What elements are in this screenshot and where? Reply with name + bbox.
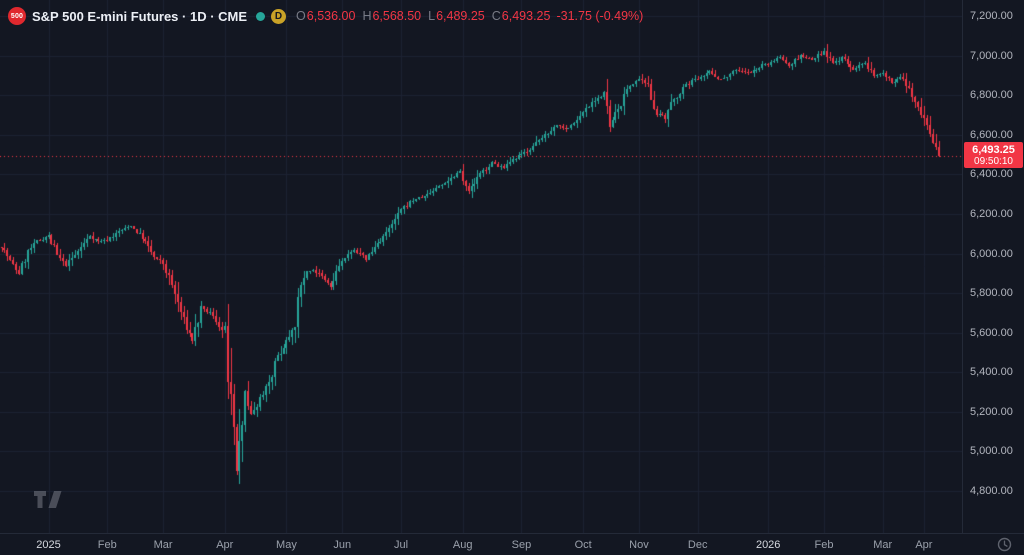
price-tick-label: 5,200.00	[970, 405, 1013, 418]
price-tick-label: 6,600.00	[970, 128, 1013, 141]
ohlc-item-value: 6,536.00	[306, 9, 356, 23]
ohlc-item-value: 6,489.25	[436, 9, 485, 23]
price-tick-label: 6,200.00	[970, 207, 1013, 220]
price-tick-label: 5,800.00	[970, 287, 1013, 300]
ohlc-item-label: L	[428, 9, 436, 23]
price-tick-label: 5,400.00	[970, 366, 1013, 379]
price-tick-label: 5,600.00	[970, 326, 1013, 339]
time-label: Apr	[216, 539, 234, 551]
ohlc-item-label: C	[491, 9, 501, 23]
sp500-logo-label: 500	[10, 12, 24, 20]
price-tick-label: 4,800.00	[970, 485, 1013, 498]
time-label: Dec	[687, 539, 708, 551]
change-value: -31.75 (-0.49%)	[556, 9, 644, 23]
ohlc-item: C 6,493.25	[492, 9, 551, 23]
price-tick-label: 6,000.00	[970, 247, 1013, 260]
ohlc-item-value: 6,493.25	[501, 9, 551, 23]
ohlc-item: O 6,536.00	[296, 9, 355, 23]
time-label: Sep	[511, 539, 532, 551]
clock-icon[interactable]	[997, 537, 1012, 555]
time-label: Mar	[873, 539, 893, 551]
sp500-logo-icon: 500	[8, 7, 26, 25]
time-label: Oct	[574, 539, 592, 551]
time-label: Apr	[915, 539, 933, 551]
countdown-timer: 09:50:10	[974, 155, 1013, 167]
market-status-icon	[256, 11, 266, 21]
price-tick-label: 5,000.00	[970, 445, 1013, 458]
delayed-data-label: D	[274, 10, 283, 22]
price-axis[interactable]: 6,493.25 09:50:10 7,200.00 7,000.00 6,800.…	[962, 0, 1024, 533]
time-label: Nov	[629, 539, 649, 551]
time-label: Jul	[393, 539, 409, 551]
time-label: Feb	[97, 539, 117, 551]
candlestick-chart-canvas[interactable]	[0, 0, 962, 533]
time-label: Aug	[452, 539, 473, 551]
time-label: 2025	[36, 539, 61, 551]
symbol-title[interactable]: S&P 500 E-mini Futures · 1D · CME	[32, 8, 248, 24]
ohlc-item-label: O	[296, 9, 306, 23]
symbol-legend: 500 S&P 500 E-mini Futures · 1D · CME D …	[8, 6, 643, 26]
last-price-badge: 6,493.25 09:50:10	[964, 141, 1023, 168]
ohlc-item: H 6,568.50	[362, 9, 421, 23]
tradingview-logo-icon[interactable]	[34, 491, 62, 513]
time-label: May	[276, 539, 297, 551]
price-tick-label: 7,000.00	[970, 49, 1013, 62]
time-label: 2026	[755, 539, 781, 551]
price-tick-label: 6,400.00	[970, 168, 1013, 181]
time-label: Jun	[333, 539, 352, 551]
time-label: Mar	[153, 539, 173, 551]
time-axis[interactable]: 2025 Feb Mar Apr May Jun Jul Aug Sep Oct Nov Dec 202…	[0, 533, 1024, 555]
last-price-value: 6,493.25	[972, 143, 1015, 156]
ohlc-item-value: 6,568.50	[372, 9, 422, 23]
ohlc-item: L 6,489.25	[428, 9, 485, 23]
price-tick-label: 7,200.00	[970, 10, 1013, 23]
delayed-data-badge[interactable]: D	[271, 8, 287, 24]
ohlc-item-label: H	[362, 9, 372, 23]
time-label: Feb	[814, 539, 834, 551]
ohlc-values: O 6,536.00 H 6,568.50 L 6,489.25 C 6,493.25	[296, 9, 550, 23]
price-tick-label: 6,800.00	[970, 89, 1013, 102]
